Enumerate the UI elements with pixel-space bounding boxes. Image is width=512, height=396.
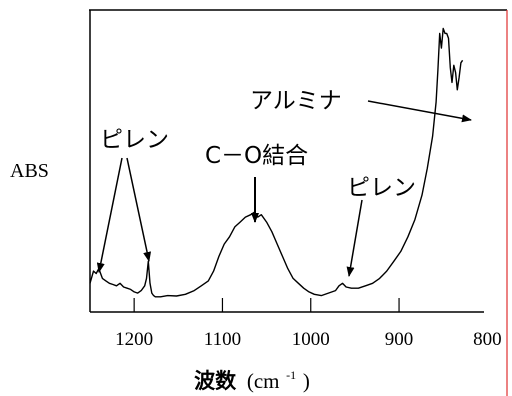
x-tick-label: 1100 xyxy=(204,329,241,350)
annotation-co-bond: C－O結合 xyxy=(205,143,308,169)
x-tick-label: 1000 xyxy=(292,329,330,350)
y-axis-label: ABS xyxy=(10,160,49,182)
x-tick-label: 900 xyxy=(385,329,414,350)
x-axis-label: 波数 (cm -1 ) xyxy=(194,360,310,393)
plot-frame xyxy=(89,9,507,313)
annotation-arrows xyxy=(96,100,472,277)
arrow-pyrene-left-a xyxy=(96,157,123,273)
x-axis-label-close: ) xyxy=(303,369,310,393)
series-group xyxy=(89,27,464,298)
x-axis-label-exp: -1 xyxy=(286,368,296,382)
arrow-alumina xyxy=(367,100,472,123)
annotation-alumina: アルミナ xyxy=(250,88,342,114)
arrow-pyrene-right xyxy=(346,199,363,277)
x-axis-label-unit: (cm xyxy=(247,369,280,393)
x-axis-label-main: 波数 xyxy=(194,369,237,393)
annotation-pyrene-left: ピレン xyxy=(100,127,169,153)
spectrum-line xyxy=(89,27,464,298)
x-ticks: 1200 1100 1000 900 800 xyxy=(115,298,502,350)
arrow-pyrene-left-b xyxy=(126,157,152,262)
x-tick-label: 1200 xyxy=(115,329,153,350)
annotation-pyrene-right: ピレン xyxy=(347,175,416,201)
x-tick-label: 800 xyxy=(473,329,502,350)
